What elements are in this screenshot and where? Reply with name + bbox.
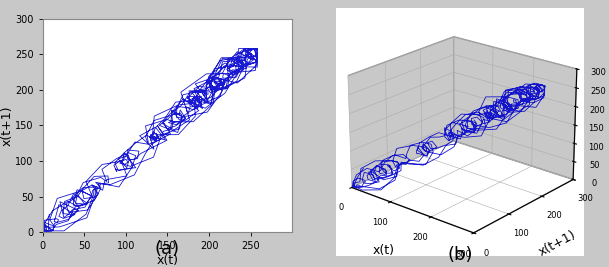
Text: (a): (a) xyxy=(155,240,180,258)
X-axis label: x(t): x(t) xyxy=(157,254,178,267)
X-axis label: x(t): x(t) xyxy=(372,244,395,257)
Y-axis label: x(t+1): x(t+1) xyxy=(537,229,578,259)
Text: (b): (b) xyxy=(447,246,473,264)
Y-axis label: x(t+1): x(t+1) xyxy=(1,105,13,146)
